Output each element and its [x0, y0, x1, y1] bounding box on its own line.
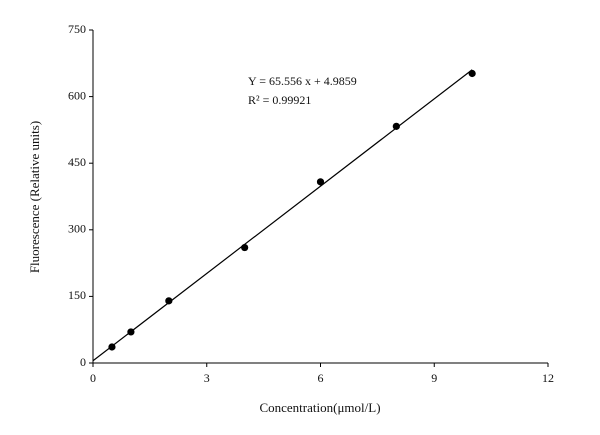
y-tick-label: 450 — [68, 155, 86, 169]
x-tick-label: 6 — [318, 371, 324, 385]
y-axis-label: Fluorescence (Relative units) — [27, 121, 42, 273]
y-tick-label: 600 — [68, 88, 86, 102]
x-tick-label: 12 — [542, 371, 554, 385]
x-tick-label: 3 — [204, 371, 210, 385]
data-point — [127, 328, 135, 336]
x-tick-label: 9 — [431, 371, 437, 385]
fit-line — [92, 69, 473, 362]
y-tick-label: 750 — [68, 22, 86, 36]
data-point — [468, 69, 476, 78]
data-point — [108, 343, 116, 351]
annotation: R² = 0.99921 — [248, 93, 311, 107]
x-tick-label: 0 — [90, 371, 96, 385]
y-tick-label: 150 — [68, 288, 86, 302]
annotation: Y = 65.556 x + 4.9859 — [248, 74, 357, 88]
y-tick-label: 300 — [68, 222, 86, 236]
x-axis-label: Concentration(μmol/L) — [259, 400, 380, 415]
data-point — [165, 297, 173, 305]
data-point — [392, 122, 400, 130]
data-point — [241, 243, 249, 252]
data-point — [316, 178, 325, 186]
y-tick-label: 0 — [80, 355, 86, 369]
